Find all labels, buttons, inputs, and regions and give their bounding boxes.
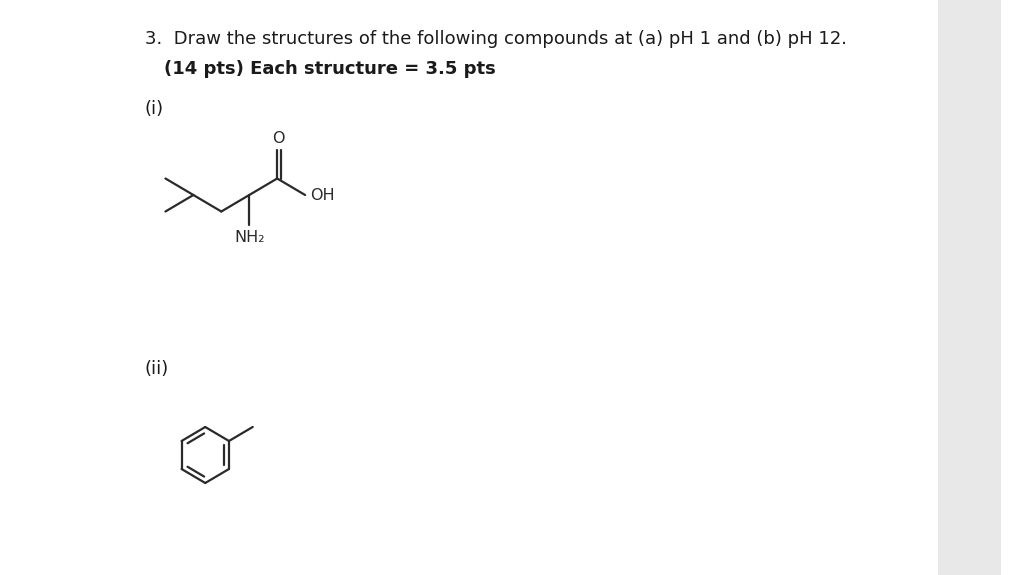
Text: O: O: [272, 132, 285, 147]
Text: OH: OH: [310, 187, 335, 202]
Text: NH₂: NH₂: [234, 229, 264, 245]
Bar: [938, 0, 1000, 575]
Text: 3.  Draw the structures of the following compounds at (a) pH 1 and (b) pH 12.: 3. Draw the structures of the following …: [144, 30, 847, 48]
Text: (ii): (ii): [144, 360, 169, 378]
Text: (i): (i): [144, 100, 164, 118]
Text: (14 pts) Each structure = 3.5 pts: (14 pts) Each structure = 3.5 pts: [164, 60, 496, 78]
